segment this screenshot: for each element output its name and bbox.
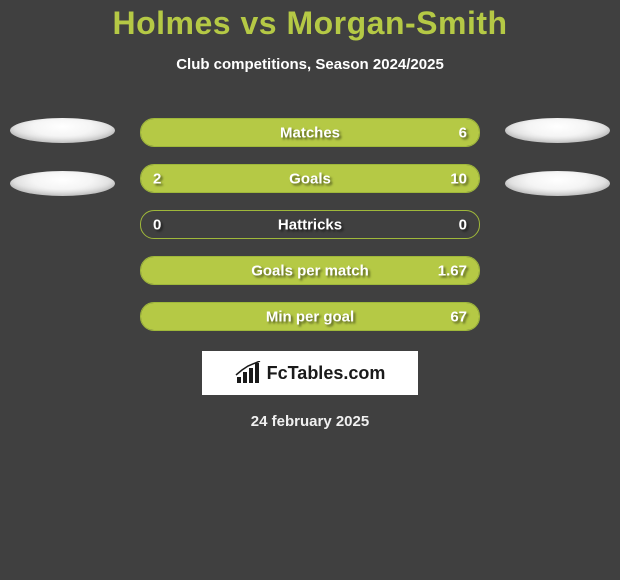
bar-fill-right — [198, 165, 479, 192]
stat-row-goals: 2 Goals 10 — [140, 164, 480, 193]
stat-row-goals-per-match: Goals per match 1.67 — [140, 256, 480, 285]
bar-chart-icon — [235, 361, 263, 385]
stat-right-value: 1.67 — [438, 262, 467, 279]
fctables-logo[interactable]: FcTables.com — [202, 351, 418, 395]
stat-right-value: 6 — [459, 124, 467, 141]
stat-left-value: 0 — [153, 216, 161, 233]
page-subtitle: Club competitions, Season 2024/2025 — [176, 56, 444, 73]
stat-label: Goals per match — [251, 262, 369, 279]
logo-text: FcTables.com — [267, 363, 386, 384]
stat-label: Goals — [289, 170, 331, 187]
left-avatar-column — [10, 118, 115, 196]
player1-avatar-bottom — [10, 171, 115, 196]
stats-area: Matches 6 2 Goals 10 0 Hattricks 0 — [0, 118, 620, 331]
stat-label: Hattricks — [278, 216, 342, 233]
player1-avatar-top — [10, 118, 115, 143]
stat-left-value: 2 — [153, 170, 161, 187]
stat-row-hattricks: 0 Hattricks 0 — [140, 210, 480, 239]
stat-right-value: 10 — [450, 170, 467, 187]
bar-fill-left — [141, 165, 198, 192]
page-title: Holmes vs Morgan-Smith — [112, 5, 507, 42]
player2-avatar-bottom — [505, 171, 610, 196]
stat-row-min-per-goal: Min per goal 67 — [140, 302, 480, 331]
player2-avatar-top — [505, 118, 610, 143]
stat-right-value: 0 — [459, 216, 467, 233]
stat-row-matches: Matches 6 — [140, 118, 480, 147]
stat-label: Min per goal — [266, 308, 354, 325]
stat-right-value: 67 — [450, 308, 467, 325]
stat-label: Matches — [280, 124, 340, 141]
main-container: Holmes vs Morgan-Smith Club competitions… — [0, 0, 620, 430]
right-avatar-column — [505, 118, 610, 196]
date-text: 24 february 2025 — [251, 413, 369, 430]
stat-bars: Matches 6 2 Goals 10 0 Hattricks 0 — [140, 118, 480, 331]
